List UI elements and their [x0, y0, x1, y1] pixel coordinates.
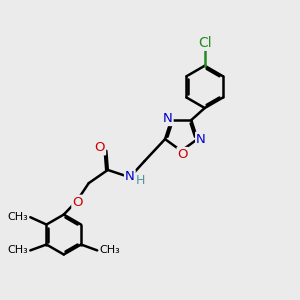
Text: O: O — [72, 196, 83, 209]
Text: CH₃: CH₃ — [100, 245, 120, 255]
Text: H: H — [135, 174, 145, 187]
Text: O: O — [178, 148, 188, 161]
Text: N: N — [125, 170, 135, 183]
Text: CH₃: CH₃ — [7, 245, 28, 255]
Text: N: N — [196, 133, 206, 146]
Text: Cl: Cl — [198, 36, 211, 50]
Text: N: N — [163, 112, 172, 125]
Text: O: O — [94, 141, 105, 154]
Text: CH₃: CH₃ — [7, 212, 28, 222]
